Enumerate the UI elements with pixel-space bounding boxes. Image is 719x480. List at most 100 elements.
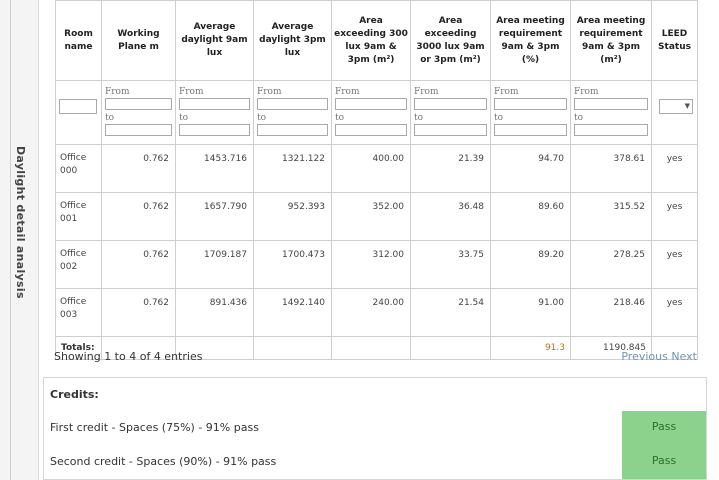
cell-a3000: 33.75 xyxy=(410,240,491,289)
filter-from-input[interactable] xyxy=(179,98,250,110)
filter-to-label: to xyxy=(257,113,267,123)
credit-row-second: Second credit - Spaces (90%) - 91% pass … xyxy=(44,445,706,479)
filter-from-label: From xyxy=(179,87,204,97)
filter-req-pct: From to xyxy=(490,80,571,145)
filter-to-input[interactable] xyxy=(335,124,407,136)
pagination: Previous Next xyxy=(621,350,697,363)
cell-a3000: 36.48 xyxy=(410,192,491,241)
room-name-cell: Office 001 xyxy=(55,192,102,241)
cell-a300: 400.00 xyxy=(331,144,411,193)
cell-leed: yes xyxy=(651,144,698,193)
cell-pct: 89.20 xyxy=(490,240,571,289)
cell-area: 218.46 xyxy=(570,288,652,337)
col-header-area-300[interactable]: Area exceeding 300 lux 9am & 3pm (m²) xyxy=(331,0,411,81)
next-link[interactable]: Next xyxy=(671,350,697,363)
filter-from-input[interactable] xyxy=(257,98,328,110)
filter-from-label: From xyxy=(257,87,282,97)
cell-a300: 312.00 xyxy=(331,240,411,289)
filter-to-label: to xyxy=(105,113,115,123)
room-number-line: 003 xyxy=(60,310,78,320)
room-name-cell: Office 002 xyxy=(55,240,102,289)
filter-to-label: to xyxy=(494,113,504,123)
cell-avg3: 1492.140 xyxy=(253,288,332,337)
filter-to-label: to xyxy=(179,113,189,123)
filter-req-area: From to xyxy=(570,80,652,145)
filter-row: From to From to From to From to From to From t… xyxy=(55,80,698,145)
header-row: Room name Working Plane m Average daylig… xyxy=(55,0,698,81)
cell-pct: 89.60 xyxy=(490,192,571,241)
previous-link[interactable]: Previous xyxy=(621,350,668,363)
chevron-down-icon: ▼ xyxy=(684,102,690,110)
table-body: Office 000 0.762 1453.716 1321.122 400.00 21.3… xyxy=(55,144,698,337)
table-row: Office 000 0.762 1453.716 1321.122 400.00 21.3… xyxy=(55,144,698,193)
cell-plane: 0.762 xyxy=(101,240,176,289)
col-header-avg-3pm[interactable]: Average daylight 3pm lux xyxy=(253,0,332,81)
cell-area: 315.52 xyxy=(570,192,652,241)
cell-avg3: 952.393 xyxy=(253,192,332,241)
table-row: Office 001 0.762 1657.790 952.393 352.00 36.48… xyxy=(55,192,698,241)
room-name-cell: Office 000 xyxy=(55,144,102,193)
side-tab-label: Daylight detail analysis xyxy=(14,146,27,299)
credit-row-first: First credit - Spaces (75%) - 91% pass P… xyxy=(44,411,706,445)
credit-text: Second credit - Spaces (90%) - 91% pass xyxy=(50,455,277,468)
filter-avg-3pm: From to xyxy=(253,80,332,145)
leed-status-select[interactable]: ▼ xyxy=(659,99,693,114)
col-header-area-3000[interactable]: Area exceeding 3000 lux 9am or 3pm (m²) xyxy=(410,0,491,81)
cell-a3000: 21.54 xyxy=(410,288,491,337)
filter-to-label: to xyxy=(414,113,424,123)
entries-info: Showing 1 to 4 of 4 entries xyxy=(54,350,203,363)
cell-plane: 0.762 xyxy=(101,288,176,337)
room-name-line: Office xyxy=(60,201,87,211)
room-name-line: Office xyxy=(60,249,87,259)
cell-a300: 352.00 xyxy=(331,192,411,241)
cell-a300: 240.00 xyxy=(331,288,411,337)
filter-from-label: From xyxy=(494,87,519,97)
col-header-room-name[interactable]: Room name xyxy=(55,0,102,81)
cell-plane: 0.762 xyxy=(101,192,176,241)
filter-to-label: to xyxy=(335,113,345,123)
filter-working-plane: From to xyxy=(101,80,176,145)
col-header-req-area[interactable]: Area meeting requirement 9am & 3pm (m²) xyxy=(570,0,652,81)
cell-avg3: 1700.473 xyxy=(253,240,332,289)
col-header-avg-9am[interactable]: Average daylight 9am lux xyxy=(175,0,254,81)
cell-avg9: 1657.790 xyxy=(175,192,254,241)
cell-avg9: 1453.716 xyxy=(175,144,254,193)
filter-from-input[interactable] xyxy=(574,98,648,110)
room-name-cell: Office 003 xyxy=(55,288,102,337)
filter-area-300: From to xyxy=(331,80,411,145)
content-frame: Room name Working Plane m Average daylig… xyxy=(38,0,719,480)
credits-title: Credits: xyxy=(50,388,99,401)
filter-to-input[interactable] xyxy=(105,124,172,136)
filter-from-input[interactable] xyxy=(414,98,487,110)
totals-row: Totals: 91.3 1190.845 xyxy=(55,336,698,360)
daylight-table: Room name Working Plane m Average daylig… xyxy=(55,0,698,360)
filter-to-input[interactable] xyxy=(179,124,250,136)
filter-from-input[interactable] xyxy=(494,98,567,110)
filter-from-input[interactable] xyxy=(335,98,407,110)
room-name-filter-input[interactable] xyxy=(59,99,97,114)
col-header-req-pct[interactable]: Area meeting requirement 9am & 3pm (%) xyxy=(490,0,571,81)
credits-panel: Credits: First credit - Spaces (75%) - 9… xyxy=(43,377,707,480)
filter-to-input[interactable] xyxy=(574,124,648,136)
cell-leed: yes xyxy=(651,240,698,289)
filter-from-input[interactable] xyxy=(105,98,172,110)
filter-from-label: From xyxy=(414,87,439,97)
col-header-working-plane[interactable]: Working Plane m xyxy=(101,0,176,81)
cell-area: 378.61 xyxy=(570,144,652,193)
side-tab[interactable]: Daylight detail analysis xyxy=(0,0,39,480)
credit-text: First credit - Spaces (75%) - 91% pass xyxy=(50,421,259,434)
cell-leed: yes xyxy=(651,288,698,337)
cell-plane: 0.762 xyxy=(101,144,176,193)
totals-area: 1190.845 xyxy=(570,336,652,360)
col-header-leed[interactable]: LEED Status xyxy=(651,0,698,81)
table-row: Office 003 0.762 891.436 1492.140 240.00 21.54… xyxy=(55,288,698,337)
filter-to-input[interactable] xyxy=(257,124,328,136)
cell-leed: yes xyxy=(651,192,698,241)
cell-avg9: 1709.187 xyxy=(175,240,254,289)
filter-to-input[interactable] xyxy=(494,124,567,136)
filter-from-label: From xyxy=(335,87,360,97)
totals-pct: 91.3 xyxy=(490,336,571,360)
filter-to-input[interactable] xyxy=(414,124,487,136)
room-name-line: Office xyxy=(60,153,87,163)
filter-from-label: From xyxy=(574,87,599,97)
